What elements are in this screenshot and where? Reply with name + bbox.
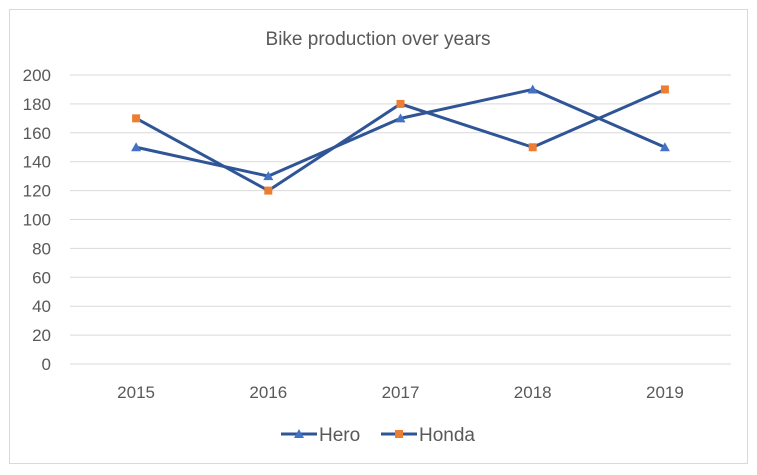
y-tick-label: 20 [32,326,51,345]
data-point-honda [264,186,273,195]
data-point-honda [660,85,669,94]
y-axis-ticks: 0 20 40 60 80 100 120 140 160 180 200 [23,66,51,374]
x-tick-label: 2018 [514,383,552,402]
chart-frame [9,9,748,464]
y-tick-label: 160 [23,124,51,143]
y-tick-label: 140 [23,153,51,172]
legend-label: Hero [319,425,360,446]
y-tick-label: 180 [23,95,51,114]
data-point-hero [395,113,406,123]
y-tick-label: 80 [32,239,51,258]
data-point-honda [528,143,537,152]
y-tick-label: 100 [23,211,51,230]
y-tick-label: 60 [32,268,51,287]
legend-label: Honda [419,425,475,446]
data-point-hero [659,142,670,152]
y-tick-label: 120 [23,182,51,201]
y-tick-label: 40 [32,297,51,316]
legend-item-honda: Honda [381,425,475,446]
y-tick-label: 200 [23,66,51,85]
legend-item-hero: Hero [281,425,360,446]
data-point-honda [132,114,141,123]
x-tick-label: 2015 [117,383,155,402]
data-point-hero [263,171,274,181]
data-point-honda [396,99,405,108]
x-axis-ticks: 2015 2016 2017 2018 2019 [117,383,684,402]
legend-marker-triangle [294,429,304,438]
x-tick-label: 2019 [646,383,684,402]
y-tick-label: 0 [42,355,51,374]
x-tick-label: 2017 [382,383,420,402]
chart-title: Bike production over years [266,29,491,50]
legend: Hero Honda [281,425,475,446]
data-point-hero [527,84,538,94]
data-point-hero [131,142,142,152]
x-tick-label: 2016 [249,383,287,402]
legend-marker-square [395,430,403,438]
series-markers [131,84,670,195]
